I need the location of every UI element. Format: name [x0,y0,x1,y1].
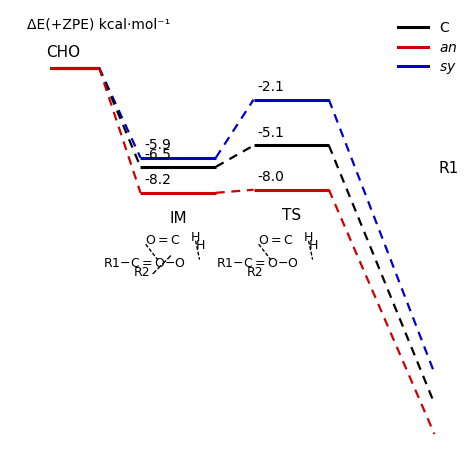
Text: CHO: CHO [46,45,81,60]
Text: R1$-$C$=$O$-$O: R1$-$C$=$O$-$O [103,256,186,270]
Text: H: H [303,230,313,244]
Legend: C, $an$, $sy$: C, $an$, $sy$ [392,16,463,82]
Text: -6.5: -6.5 [144,147,171,162]
Text: -5.9: -5.9 [144,138,171,152]
Text: -8.0: -8.0 [257,171,284,184]
Text: R2: R2 [247,266,264,279]
Text: -8.2: -8.2 [144,173,171,188]
Text: R1$-$C$=$O$-$O: R1$-$C$=$O$-$O [216,256,299,270]
Text: R1: R1 [438,161,458,176]
Text: O$=$C: O$=$C [146,234,181,246]
Text: H: H [309,239,319,252]
Text: TS: TS [282,208,301,223]
Text: O$=$C: O$=$C [258,234,294,246]
Text: H: H [196,239,205,252]
Text: H: H [191,230,200,244]
Text: ΔE(+ZPE) kcal·mol⁻¹: ΔE(+ZPE) kcal·mol⁻¹ [27,17,171,31]
Text: -2.1: -2.1 [257,81,284,94]
Text: IM: IM [169,211,187,226]
Text: R2: R2 [134,266,151,279]
Text: -5.1: -5.1 [257,126,284,140]
